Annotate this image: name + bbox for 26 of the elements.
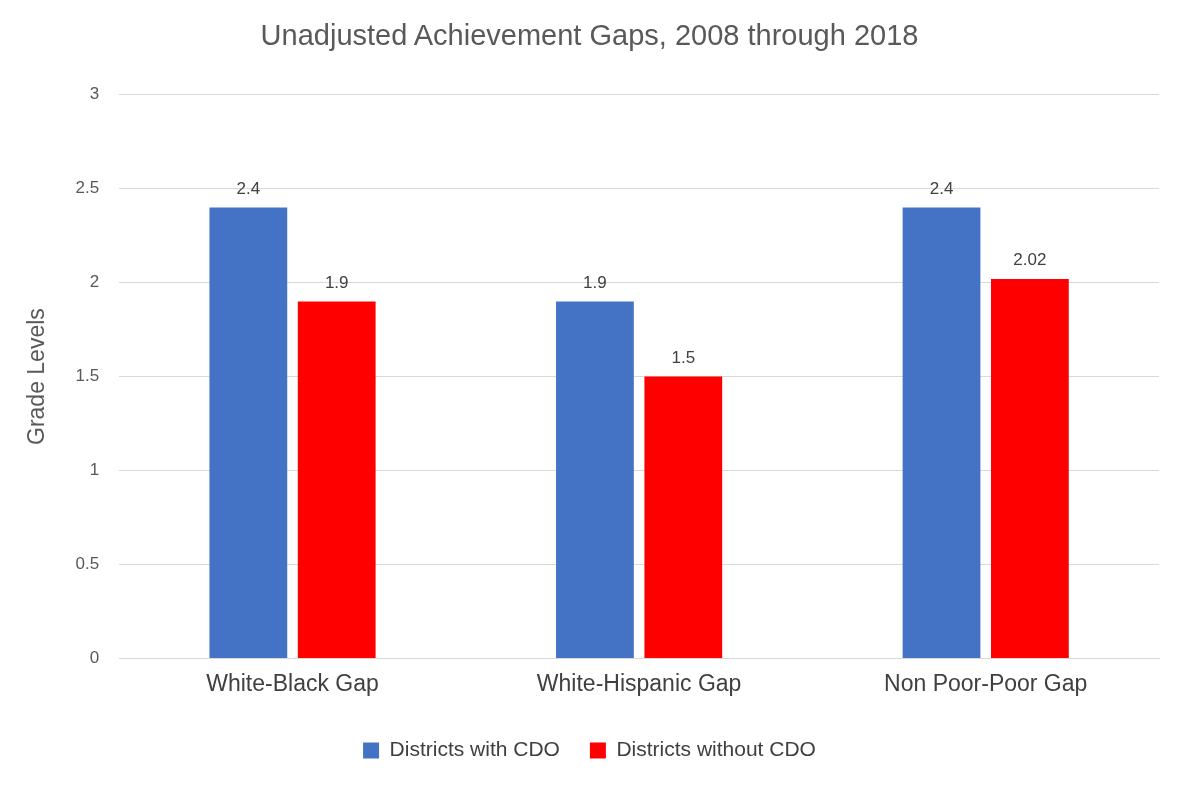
bar bbox=[902, 207, 981, 658]
y-tick-label: 1 bbox=[89, 460, 100, 480]
x-tick-label: Non Poor-Poor Gap bbox=[884, 669, 1088, 696]
data-label: 2.4 bbox=[929, 178, 954, 198]
bar bbox=[209, 207, 288, 658]
legend-label: Districts with CDO bbox=[389, 737, 560, 761]
data-label: 2.02 bbox=[1013, 250, 1047, 270]
bar bbox=[556, 301, 634, 658]
data-label: 1.5 bbox=[671, 347, 696, 367]
y-axis-title: Grade Levels bbox=[23, 308, 50, 446]
bar bbox=[297, 301, 376, 658]
data-label: 2.4 bbox=[236, 178, 261, 198]
y-tick-label: 0 bbox=[89, 648, 100, 668]
data-label: 1.9 bbox=[583, 272, 607, 292]
data-label: 1.9 bbox=[324, 272, 349, 292]
y-tick-label: 2.5 bbox=[75, 178, 100, 198]
x-tick-label: White-Black Gap bbox=[206, 669, 379, 696]
bar bbox=[644, 376, 723, 658]
legend-label: Districts without CDO bbox=[616, 737, 816, 761]
y-tick-label: 1.5 bbox=[75, 366, 100, 386]
y-tick-label: 3 bbox=[89, 84, 100, 104]
bar bbox=[991, 278, 1069, 658]
y-tick-label: 2 bbox=[89, 272, 100, 292]
chart-title: Unadjusted Achievement Gaps, 2008 through 2018 bbox=[260, 19, 919, 52]
x-tick-label: White-Hispanic Gap bbox=[536, 669, 742, 696]
y-tick-label: 0.5 bbox=[75, 554, 100, 574]
